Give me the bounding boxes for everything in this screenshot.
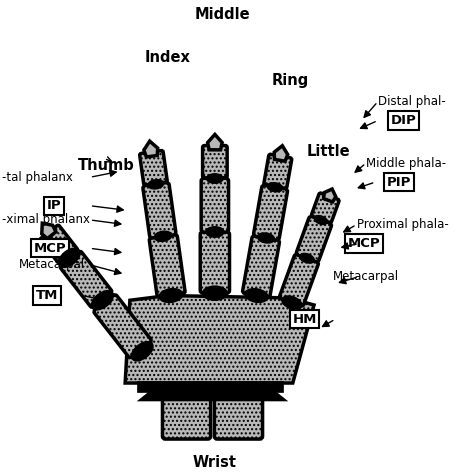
FancyBboxPatch shape	[243, 236, 279, 298]
Ellipse shape	[131, 342, 153, 361]
Ellipse shape	[155, 231, 172, 241]
Polygon shape	[274, 146, 288, 161]
Ellipse shape	[267, 182, 283, 192]
Text: Little: Little	[306, 144, 350, 159]
Text: MCP: MCP	[33, 242, 66, 255]
FancyBboxPatch shape	[214, 398, 263, 439]
Polygon shape	[137, 381, 283, 392]
Text: Index: Index	[145, 50, 191, 64]
Polygon shape	[125, 296, 314, 383]
Ellipse shape	[245, 289, 268, 302]
Text: Middle: Middle	[194, 7, 250, 22]
Polygon shape	[142, 390, 283, 400]
Polygon shape	[144, 141, 158, 157]
Text: Proximal phala-: Proximal phala-	[356, 218, 448, 231]
Text: MCP: MCP	[347, 237, 380, 250]
Text: -ximal phalanx: -ximal phalanx	[2, 213, 91, 227]
Ellipse shape	[159, 289, 183, 302]
Text: Thumb: Thumb	[78, 158, 135, 173]
Polygon shape	[42, 223, 56, 238]
Text: DIP: DIP	[391, 114, 417, 127]
Ellipse shape	[202, 286, 227, 300]
FancyBboxPatch shape	[254, 185, 287, 240]
FancyBboxPatch shape	[40, 225, 77, 264]
FancyBboxPatch shape	[202, 146, 227, 178]
Ellipse shape	[314, 216, 328, 225]
Ellipse shape	[282, 296, 302, 309]
Ellipse shape	[91, 291, 113, 310]
Text: Middle phala-: Middle phala-	[366, 156, 446, 170]
Text: Metacarpal: Metacarpal	[333, 270, 399, 283]
FancyBboxPatch shape	[143, 182, 176, 238]
Text: TM: TM	[36, 289, 58, 302]
Ellipse shape	[207, 174, 223, 183]
FancyBboxPatch shape	[163, 398, 210, 439]
FancyBboxPatch shape	[149, 235, 185, 297]
Ellipse shape	[148, 180, 164, 189]
Text: Metacarpal: Metacarpal	[19, 258, 85, 271]
FancyBboxPatch shape	[201, 178, 228, 232]
Ellipse shape	[58, 248, 80, 267]
Text: Ring: Ring	[272, 73, 309, 88]
Text: IP: IP	[47, 199, 62, 212]
FancyBboxPatch shape	[200, 232, 229, 293]
Ellipse shape	[300, 254, 314, 263]
Polygon shape	[208, 135, 222, 150]
Ellipse shape	[206, 227, 224, 237]
Ellipse shape	[257, 233, 274, 243]
Text: -tal phalanx: -tal phalanx	[2, 171, 73, 184]
FancyBboxPatch shape	[280, 255, 319, 306]
FancyBboxPatch shape	[94, 295, 151, 357]
FancyBboxPatch shape	[60, 251, 112, 308]
Text: HM: HM	[292, 313, 317, 326]
Polygon shape	[324, 189, 336, 202]
FancyBboxPatch shape	[140, 151, 167, 185]
FancyBboxPatch shape	[311, 193, 339, 222]
FancyBboxPatch shape	[264, 155, 292, 188]
Text: Distal phal-: Distal phal-	[378, 95, 446, 108]
FancyBboxPatch shape	[296, 217, 331, 262]
Text: Wrist: Wrist	[193, 455, 237, 470]
Text: PIP: PIP	[387, 175, 411, 189]
